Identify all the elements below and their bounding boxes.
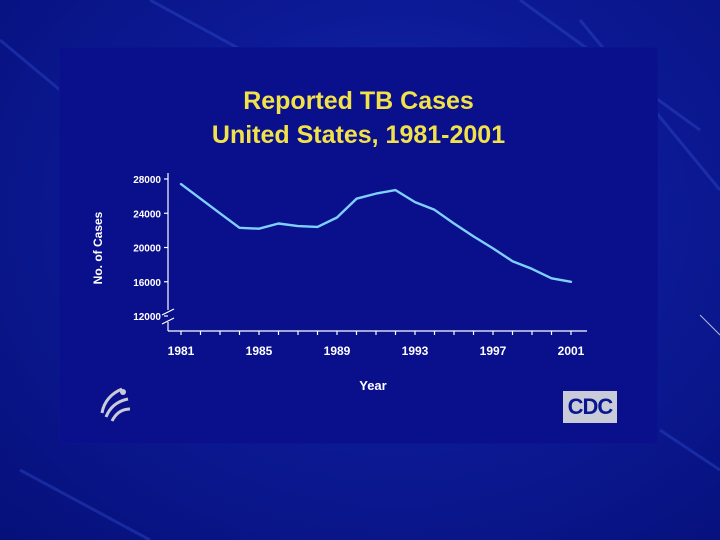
x-tick-label: 1985 (246, 344, 273, 358)
tick-labels: 12000 16000 20000 24000 28000 1981 1985 1989 199… (133, 175, 584, 358)
data-point (375, 192, 377, 195)
y-tick-label: 12000 (133, 312, 161, 323)
axes (161, 173, 587, 335)
data-point (414, 201, 416, 203)
chart-title-line-1: Reported TB Cases (243, 87, 474, 115)
x-tick-label: 1981 (168, 344, 195, 358)
data-point (316, 226, 319, 228)
chart-title-line-2: United States, 1981-2001 (211, 121, 506, 149)
hhs-seal-icon (100, 387, 131, 422)
data-point (336, 216, 338, 219)
data-point (531, 268, 533, 270)
data-point (492, 247, 494, 250)
data-point (472, 235, 475, 238)
data-point (355, 197, 358, 200)
series (179, 182, 573, 284)
data-point (511, 260, 514, 262)
chart-panel: Reported TB Cases United States, 1981-20… (60, 48, 657, 443)
y-tick-label: 24000 (133, 209, 161, 220)
data-point (570, 280, 572, 283)
data-point (219, 212, 221, 215)
data-point (433, 209, 436, 211)
data-point (297, 225, 299, 227)
data-point (258, 227, 260, 230)
y-tick-label: 28000 (133, 175, 161, 186)
data-point (394, 189, 397, 191)
x-axis-label: Year (359, 378, 386, 393)
y-tick-label: 16000 (133, 278, 161, 289)
data-point (238, 227, 241, 229)
y-axis-label: No. of Cases (91, 211, 105, 284)
x-tick-label: 1989 (324, 344, 351, 358)
y-tick-label: 20000 (133, 244, 161, 255)
y-axis-break-mark (161, 317, 175, 325)
x-tick-label: 2001 (558, 344, 585, 358)
data-point (453, 222, 455, 225)
x-tick-label: 1997 (480, 344, 507, 358)
x-tick-label: 1993 (402, 344, 429, 358)
data-point (199, 197, 202, 200)
y-axis-break-mark (161, 308, 175, 316)
tb-cases-line-chart: 12000 16000 20000 24000 28000 1981 1985 1989 199… (91, 173, 587, 393)
data-point (180, 183, 182, 185)
data-point (550, 277, 553, 280)
series-line-0 (179, 182, 573, 284)
cdc-logo: CDC (563, 391, 617, 423)
data-point (277, 222, 280, 225)
